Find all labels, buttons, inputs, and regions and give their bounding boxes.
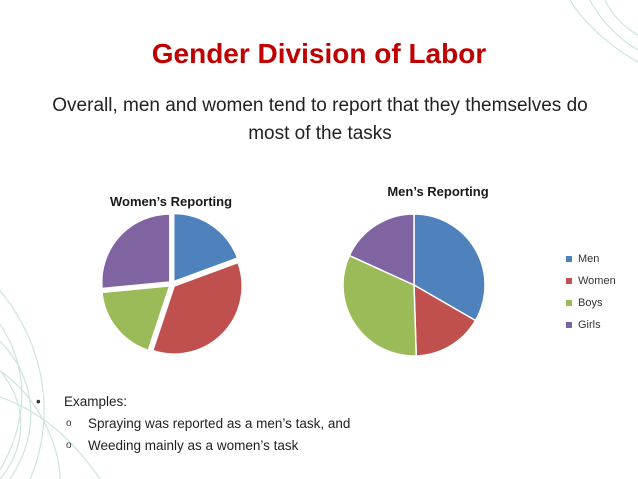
- chart-legend: Men Women Boys Girls: [566, 248, 616, 336]
- men-reporting-chart-title: Men’s Reporting: [387, 184, 489, 199]
- legend-item-men: Men: [566, 248, 616, 270]
- sub-bullet-circle-icon: o: [66, 417, 72, 429]
- legend-label-men: Men: [578, 253, 600, 265]
- legend-swatch-women: [566, 278, 572, 284]
- bullet-list: • Examples: o Spraying was reported as a…: [36, 390, 350, 456]
- pie-slice-men: [413, 213, 486, 322]
- men-reporting-pie-chart: [342, 213, 486, 357]
- legend-label-girls: Girls: [578, 319, 601, 331]
- pie-slice-boys: [342, 254, 418, 357]
- legend-swatch-boys: [566, 300, 572, 306]
- legend-label-boys: Boys: [578, 297, 603, 309]
- women-reporting-pie-chart: [101, 212, 243, 355]
- legend-swatch-men: [566, 256, 572, 262]
- sub-bullet-item: o Spraying was reported as a men’s task,…: [36, 412, 350, 434]
- slide-title: Gender Division of Labor: [151, 38, 487, 69]
- bullet-item-examples: • Examples:: [36, 390, 350, 412]
- legend-swatch-girls: [566, 322, 572, 328]
- bullet-dot-icon: •: [36, 393, 41, 409]
- pie-slice-women: [413, 283, 477, 357]
- legend-item-women: Women: [566, 270, 616, 292]
- women-reporting-chart-title: Women’s Reporting: [109, 194, 233, 209]
- pie-slice-boys: [101, 285, 171, 352]
- pie-slice-girls: [101, 213, 171, 290]
- pie-slice-women: [151, 261, 243, 355]
- sub-bullet-item: o Weeding mainly as a women’s task: [36, 434, 350, 456]
- pie-slice-girls: [348, 213, 415, 287]
- sub-bullet-text: Spraying was reported as a men’s task, a…: [88, 415, 351, 431]
- sub-bullet-text: Weeding mainly as a women’s task: [88, 437, 299, 453]
- legend-item-girls: Girls: [566, 314, 616, 336]
- slide-subtitle: Overall, men and women tend to report th…: [52, 95, 588, 144]
- legend-label-women: Women: [578, 275, 616, 287]
- bullet-text: Examples:: [64, 393, 128, 409]
- legend-item-boys: Boys: [566, 292, 616, 314]
- pie-slice-men: [172, 212, 239, 283]
- sub-bullet-circle-icon: o: [66, 439, 72, 451]
